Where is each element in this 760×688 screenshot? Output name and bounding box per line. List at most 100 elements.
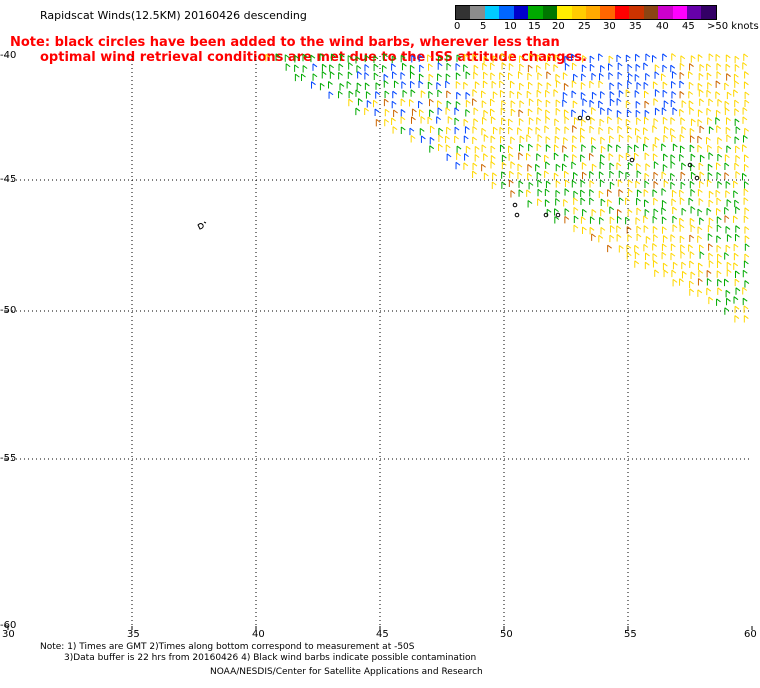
wind-barb xyxy=(697,278,703,286)
wind-barb xyxy=(733,89,739,97)
legend-color-swatch xyxy=(557,6,572,19)
wind-barb xyxy=(600,91,605,99)
wind-barb xyxy=(589,226,595,235)
legend-label: 35 xyxy=(629,21,642,32)
wind-barb xyxy=(447,116,453,124)
wind-barb xyxy=(589,99,595,108)
wind-barb xyxy=(671,53,677,61)
wind-barb xyxy=(537,188,543,197)
wind-barb xyxy=(591,136,596,145)
wind-barb xyxy=(635,109,641,118)
wind-barb xyxy=(472,98,477,106)
wind-barb xyxy=(537,134,543,142)
wind-barb xyxy=(643,189,649,197)
wind-barb xyxy=(528,143,533,152)
wind-barb xyxy=(508,72,513,80)
wind-barb xyxy=(409,127,415,136)
wind-barb xyxy=(454,126,460,135)
wind-barb xyxy=(571,80,577,88)
contamination-marker xyxy=(687,162,693,168)
legend-label: 25 xyxy=(578,21,591,32)
wind-barb xyxy=(418,80,424,88)
wind-barb xyxy=(490,72,496,80)
wind-barb xyxy=(726,234,732,242)
wind-barb xyxy=(400,72,406,80)
wind-barb xyxy=(428,90,434,99)
wind-barb xyxy=(393,109,398,117)
wind-barb xyxy=(509,53,514,62)
wind-barb xyxy=(662,116,668,125)
wind-barb xyxy=(716,125,722,133)
wind-barb xyxy=(735,171,741,179)
wind-barb xyxy=(679,235,685,244)
wind-barb xyxy=(545,109,551,117)
wind-barb xyxy=(743,188,749,196)
wind-barb xyxy=(526,152,531,161)
wind-barb xyxy=(581,162,587,170)
wind-barb xyxy=(708,53,714,61)
wind-barb xyxy=(699,251,705,259)
wind-barb xyxy=(697,226,703,234)
wind-barb xyxy=(580,179,586,188)
wind-barb xyxy=(501,62,507,70)
wind-barb xyxy=(733,243,739,252)
wind-barb xyxy=(617,125,623,134)
wind-barb xyxy=(420,135,426,143)
wind-barb xyxy=(599,216,604,225)
wind-barb xyxy=(527,126,533,135)
wind-barb xyxy=(555,126,561,135)
wind-barb xyxy=(644,152,650,160)
wind-barb xyxy=(608,55,614,63)
wind-barb xyxy=(680,55,686,63)
wind-barb xyxy=(716,172,722,180)
wind-barb xyxy=(625,89,631,97)
wind-barb xyxy=(625,152,631,161)
wind-barb xyxy=(643,243,649,252)
wind-barb xyxy=(483,109,489,118)
wind-barb xyxy=(654,64,660,72)
wind-barb xyxy=(616,215,622,224)
wind-barb xyxy=(724,82,730,90)
wind-barb xyxy=(652,215,658,224)
wind-barb xyxy=(716,216,722,224)
wind-barb xyxy=(472,53,478,62)
wind-barb xyxy=(438,143,443,152)
wind-barb xyxy=(616,110,622,118)
wind-barb xyxy=(661,171,667,179)
legend-color-swatch xyxy=(643,6,659,19)
wind-barb xyxy=(384,108,390,117)
wind-barb xyxy=(437,55,443,64)
wind-barb xyxy=(321,71,327,79)
wind-barb xyxy=(644,136,650,144)
wind-barb xyxy=(437,73,442,81)
wind-barb xyxy=(662,81,668,90)
wind-barb xyxy=(573,172,578,180)
wind-barb xyxy=(616,162,622,170)
wind-barb xyxy=(645,163,651,171)
wind-barb xyxy=(571,161,577,169)
wind-barb xyxy=(555,180,561,188)
wind-barb xyxy=(564,179,570,188)
wind-barb xyxy=(600,136,606,145)
wind-barb xyxy=(429,98,434,107)
wind-barb xyxy=(598,127,604,135)
contamination-marker xyxy=(577,115,583,121)
wind-barb xyxy=(609,181,615,190)
wind-barb xyxy=(463,53,469,62)
wind-barb xyxy=(609,170,615,179)
wind-barb xyxy=(699,171,705,179)
wind-barb xyxy=(672,206,678,215)
wind-barb xyxy=(409,99,414,107)
wind-barb xyxy=(681,126,687,134)
legend-color-swatch xyxy=(687,6,702,19)
wind-barb xyxy=(562,145,568,153)
wind-barb xyxy=(679,217,685,226)
wind-barb xyxy=(671,134,677,142)
wind-barb xyxy=(689,127,695,136)
wind-barb xyxy=(690,163,695,172)
wind-barb xyxy=(617,71,623,80)
wind-barb xyxy=(744,280,750,288)
wind-barb xyxy=(275,53,281,61)
wind-barb xyxy=(706,207,712,216)
legend-label: 40 xyxy=(656,21,669,32)
